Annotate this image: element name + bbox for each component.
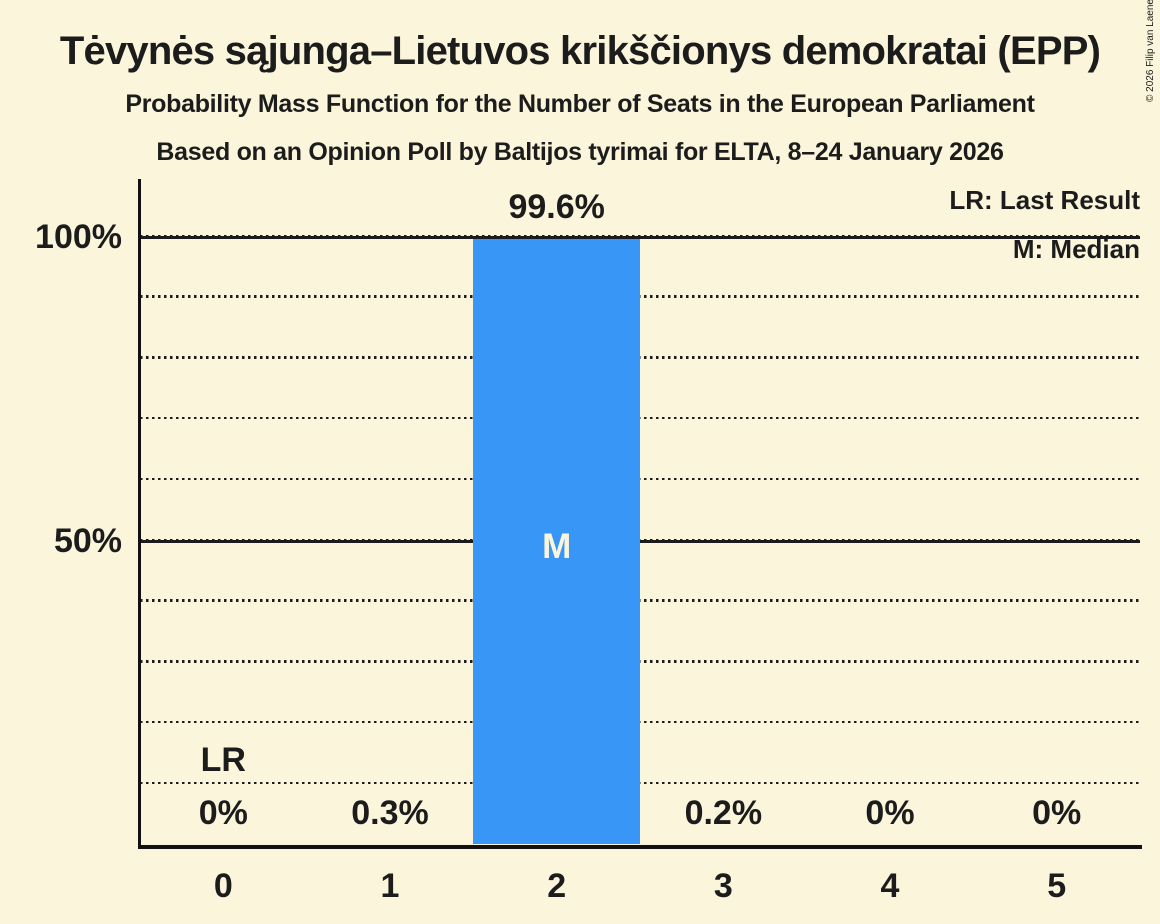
bar-seats-2 [473,239,640,844]
copyright-text: © 2026 Filip van Laenen [1145,0,1156,102]
x-tick-seats-2: 2 [547,867,567,905]
value-label-seats-2: 99.6% [508,188,605,227]
gridline-20pct [140,720,1140,724]
gridline-30pct [140,660,1140,663]
x-tick-seats-5: 5 [1047,867,1067,905]
gridline-70pct [140,416,1140,420]
gridline-solid-100pct [140,235,1140,239]
last-result-marker: LR [200,741,246,779]
gridline-10pct [140,781,1140,785]
median-marker: M [542,527,572,566]
value-label-seats-5: 0% [1032,794,1082,832]
legend-median: M: Median [1012,234,1140,264]
gridline-60pct [140,477,1140,481]
x-tick-seats-1: 1 [380,867,400,905]
value-label-seats-3: 0.2% [684,794,763,832]
gridline-80pct [140,356,1140,359]
y-tick-100%: 100% [35,218,122,256]
gridline-40pct [140,599,1140,602]
chart-poll-source-line: Based on an Opinion Poll by Baltijos tyr… [156,138,1004,166]
legend-last-result: LR: Last Result [949,185,1140,215]
value-label-seats-4: 0% [865,794,915,832]
chart-subtitle: Probability Mass Function for the Number… [125,90,1035,118]
y-axis-line [138,179,141,849]
value-label-seats-0: 0% [198,794,248,832]
x-tick-seats-3: 3 [713,867,733,905]
value-label-seats-1: 0.3% [351,794,429,832]
gridline-solid-50pct [140,539,1140,543]
gridline-90pct [140,295,1140,298]
x-tick-seats-0: 0 [213,867,233,905]
x-tick-seats-4: 4 [880,867,900,905]
y-tick-50%: 50% [53,522,122,560]
x-axis-line [138,845,1142,849]
chart-title: Tėvynės sąjunga–Lietuvos krikščionys dem… [59,29,1101,73]
